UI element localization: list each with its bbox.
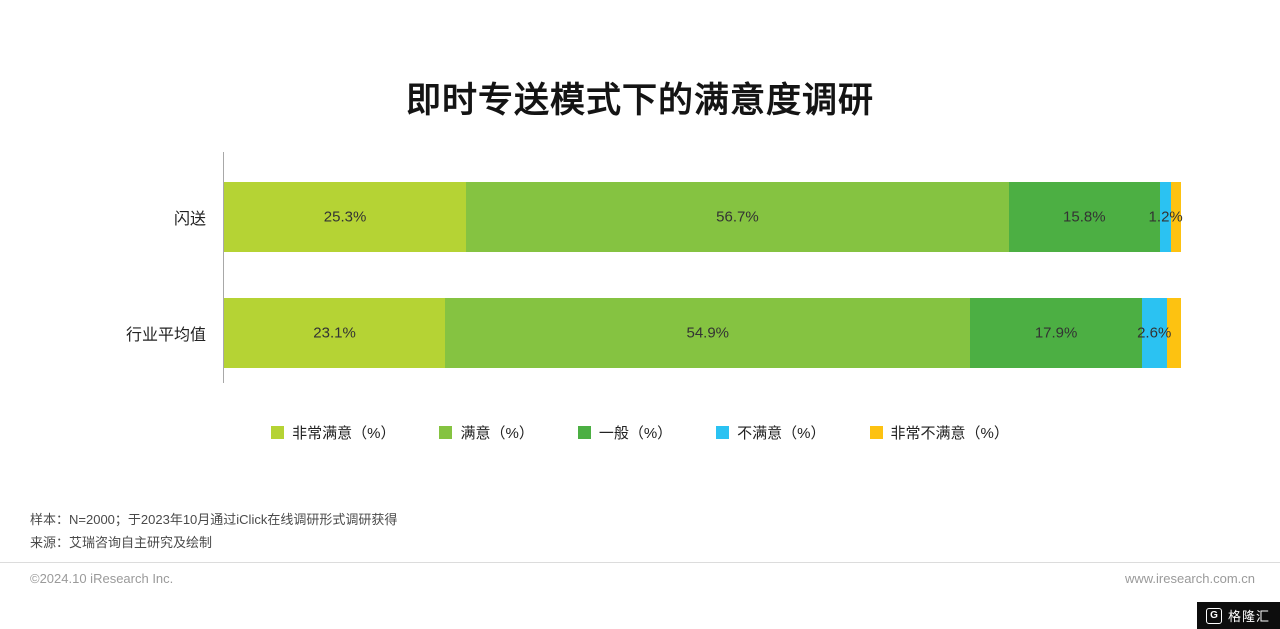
legend-swatch-icon: [439, 426, 453, 439]
bar-segment: [1171, 182, 1181, 252]
bar-segment: 23.1%: [224, 298, 446, 368]
bar-segment: 17.9%: [970, 298, 1142, 368]
legend-item: 不满意（%）: [716, 422, 826, 443]
data-label: 2.6%: [1137, 324, 1172, 342]
category-label: 闪送: [173, 211, 206, 228]
legend-swatch-icon: [869, 426, 883, 439]
legend-label: 一般（%）: [598, 425, 673, 442]
stacked-bar-chart: 闪送 25.3% 56.7% 15.8% 1.2% 行业平均值 23.1% 54.9% 17.9…: [126, 152, 1183, 383]
data-label: 23.1%: [313, 324, 356, 342]
data-label: 56.7%: [716, 208, 759, 226]
bar-segment: 25.3%: [224, 182, 467, 252]
footer-divider: [0, 562, 1280, 563]
bar-segment: 15.8%: [1008, 182, 1160, 252]
category-label: 行业平均值: [125, 327, 206, 344]
data-label: 15.8%: [1063, 208, 1106, 226]
bar-segment: 1.2%: [1149, 182, 1183, 252]
website-text: www.iresearch.com.cn: [1124, 571, 1255, 586]
sample-note: 样本：N=2000；于2023年10月通过iClick在线调研形式调研获得: [30, 512, 398, 527]
bar-row: 行业平均值 23.1% 54.9% 17.9% 2.6%: [126, 298, 1181, 368]
gelonghui-logo-icon: G: [1205, 607, 1222, 624]
bar-segment: 54.9%: [445, 298, 971, 368]
bar-segment: 56.7%: [466, 182, 1009, 252]
legend-swatch-icon: [271, 426, 285, 439]
chart-title: 即时专送模式下的满意度调研: [405, 81, 874, 120]
data-label: 17.9%: [1034, 324, 1078, 342]
bar-segment: [1166, 298, 1181, 368]
bar-row: 闪送 25.3% 56.7% 15.8% 1.2%: [174, 182, 1183, 252]
legend-item: 非常满意（%）: [271, 422, 395, 443]
legend-label: 满意（%）: [460, 425, 534, 442]
bar-segment: 2.6%: [1137, 298, 1171, 368]
chart-legend: 非常满意（%） 满意（%） 一般（%） 不满意（%） 非常不满意（%）: [0, 422, 1280, 443]
legend-item: 一般（%）: [577, 422, 673, 443]
legend-label: 非常不满意（%）: [890, 425, 1009, 442]
data-label: 25.3%: [323, 208, 367, 226]
footnotes: 样本：N=2000；于2023年10月通过iClick在线调研形式调研获得 来源…: [30, 508, 397, 554]
source-note: 来源：艾瑞咨询自主研究及绘制: [30, 535, 213, 550]
gelonghui-logo-text: 格隆汇: [1227, 609, 1270, 624]
copyright-text: ©2024.10 iResearch Inc.: [30, 571, 174, 586]
legend-label: 非常满意（%）: [292, 425, 396, 442]
legend-label: 不满意（%）: [737, 425, 826, 442]
legend-item: 满意（%）: [439, 422, 534, 443]
data-label: 54.9%: [686, 324, 730, 342]
gelonghui-logo: G 格隆汇: [1196, 602, 1280, 629]
legend-swatch-icon: [577, 426, 591, 439]
data-label: 1.2%: [1148, 208, 1183, 226]
legend-item: 非常不满意（%）: [869, 422, 1009, 443]
legend-swatch-icon: [716, 426, 730, 439]
